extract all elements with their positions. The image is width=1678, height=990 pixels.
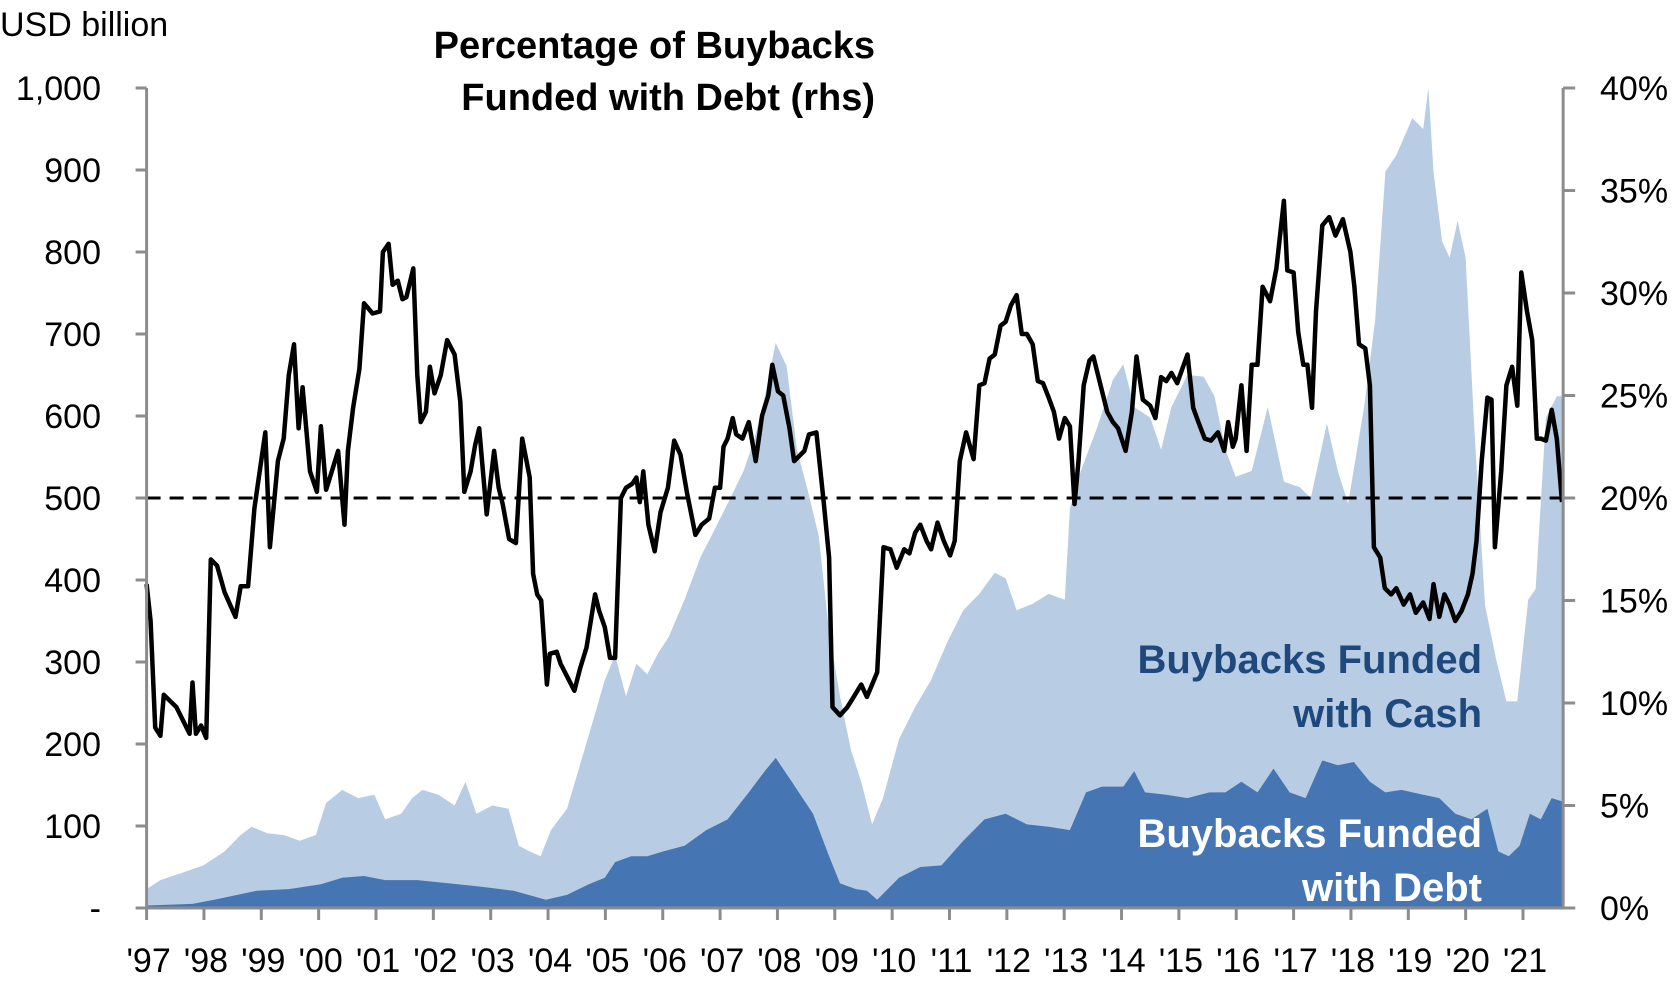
left-axis-tick-label: - (90, 890, 101, 928)
x-axis-tick-label: '11 (931, 942, 973, 980)
left-axis-tick-label: 100 (44, 808, 101, 846)
chart-title-line-2: Funded with Debt (rhs) (461, 77, 875, 119)
x-axis-tick-label: '08 (757, 942, 801, 980)
x-axis-tick-label: '19 (1388, 942, 1432, 980)
left-axis-tick-label: 700 (44, 316, 101, 354)
right-axis-tick-label: 10% (1600, 685, 1668, 723)
x-axis-tick-label: '18 (1331, 942, 1375, 980)
x-axis-tick-labels: '97 '98 '99 '00 '01 '02 '03 '04 '05 '06 '07 '08 '09 '… (126, 942, 1547, 980)
left-axis-tick-label: 200 (44, 726, 101, 764)
cash-funded-area (146, 88, 1563, 908)
left-axis-tick-labels: - 100 200 300 400 500 600 700 800 900 1,000 (16, 70, 101, 928)
x-axis-tick-label: '05 (585, 942, 629, 980)
x-axis-tick-label: '06 (643, 942, 687, 980)
right-axis-tick-label: 20% (1600, 480, 1668, 518)
x-axis-tick-label: '97 (126, 942, 170, 980)
debt-percentage-line (144, 198, 1565, 741)
x-axis-tick-label: '14 (1101, 942, 1145, 980)
right-axis-tick-label: 35% (1600, 173, 1668, 211)
left-axis-tick-label: 300 (44, 644, 101, 682)
right-axis-tick-label: 30% (1600, 275, 1668, 313)
left-axis-tick-label: 600 (44, 398, 101, 436)
axes (135, 86, 1576, 920)
x-axis-tick-label: '00 (298, 942, 342, 980)
x-axis-tick-label: '09 (815, 942, 859, 980)
left-axis-tick-label: 900 (44, 152, 101, 190)
left-axis-unit-label: USD billion (0, 6, 168, 44)
x-axis-tick-label: '12 (987, 942, 1031, 980)
x-axis-tick-label: '03 (471, 942, 515, 980)
right-axis-tick-label: 0% (1600, 890, 1649, 928)
x-axis-tick-label: '21 (1503, 942, 1547, 980)
x-axis-tick-label: '99 (241, 942, 285, 980)
left-axis-tick-label: 800 (44, 234, 101, 272)
x-axis-tick-label: '10 (872, 942, 916, 980)
left-axis-tick-label: 400 (44, 562, 101, 600)
x-axis-tick-label: '13 (1044, 942, 1088, 980)
x-axis-tick-label: '04 (528, 942, 572, 980)
x-axis-tick-label: '02 (413, 942, 457, 980)
debt-series-label-line-1: Buybacks Funded (1137, 812, 1482, 856)
right-axis-tick-label: 25% (1600, 378, 1668, 416)
right-axis-tick-label: 40% (1600, 70, 1668, 108)
right-axis-tick-labels: 0% 5% 10% 15% 20% 25% 30% 35% 40% (1600, 70, 1668, 928)
x-axis-tick-label: '15 (1159, 942, 1203, 980)
right-axis-tick-label: 5% (1600, 788, 1649, 826)
x-axis-tick-label: '98 (184, 942, 228, 980)
chart-title-line-1: Percentage of Buybacks (434, 25, 875, 67)
x-axis-tick-label: '17 (1273, 942, 1317, 980)
debt-series-label-line-2: with Debt (1301, 866, 1482, 910)
left-axis-tick-label: 1,000 (16, 70, 101, 108)
cash-series-label-line-2: with Cash (1292, 692, 1482, 736)
x-axis-tick-label: '07 (700, 942, 744, 980)
x-axis-tick-label: '01 (356, 942, 400, 980)
x-axis-tick-label: '20 (1445, 942, 1489, 980)
right-axis-tick-label: 15% (1600, 583, 1668, 621)
left-axis-tick-label: 500 (44, 480, 101, 518)
cash-series-label-line-1: Buybacks Funded (1137, 638, 1482, 682)
area-layer (146, 88, 1563, 908)
x-axis-tick-label: '16 (1216, 942, 1260, 980)
debt-funded-area (146, 757, 1563, 908)
